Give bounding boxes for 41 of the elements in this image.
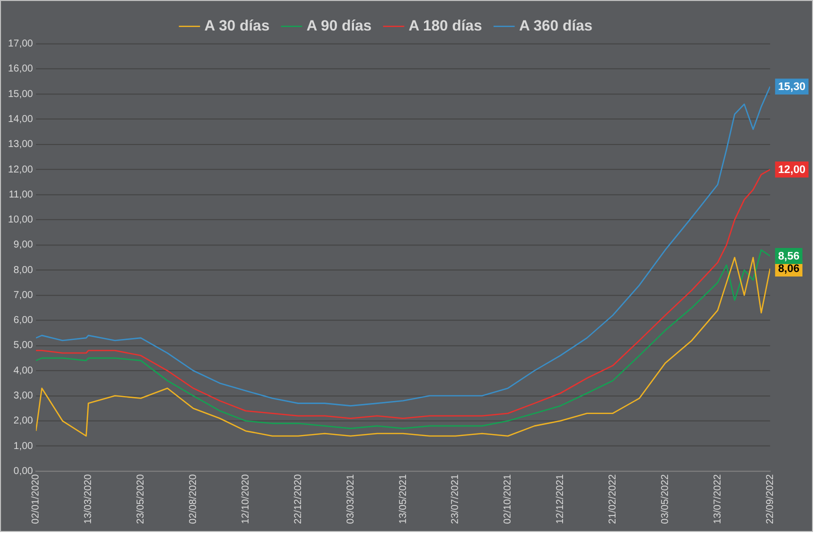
x-tick-label: 02/08/2020 <box>188 474 200 524</box>
y-tick-label: 15,00 <box>8 88 34 100</box>
x-tick-label: 02/01/2020 <box>30 474 42 524</box>
y-tick-label: 14,00 <box>8 114 34 125</box>
legend-label: A 30 días <box>204 18 270 35</box>
legend-label: A 90 días <box>306 18 372 35</box>
x-tick-label: 02/10/2021 <box>502 474 514 524</box>
y-tick-label: 8,00 <box>14 264 34 276</box>
y-tick-label: 11,00 <box>8 189 34 200</box>
y-tick-label: 12,00 <box>8 164 34 176</box>
y-tick-label: 4,00 <box>14 365 34 376</box>
data-label: 15,30 <box>778 81 806 94</box>
legend-label: A 360 días <box>519 18 592 35</box>
x-tick-label: 12/12/2021 <box>555 474 566 524</box>
y-tick-label: 0,00 <box>14 466 34 477</box>
legend-label: A 180 días <box>408 18 482 35</box>
x-tick-label: 13/03/2020 <box>83 474 94 524</box>
data-label: 8,06 <box>778 263 800 276</box>
data-label: 8,56 <box>778 250 800 263</box>
x-tick-label: 12/10/2020 <box>240 474 252 524</box>
y-tick-label: 17,00 <box>8 38 34 50</box>
y-tick-label: 3,00 <box>14 390 34 402</box>
x-tick-label: 23/07/2021 <box>450 474 462 524</box>
x-tick-label: 13/05/2021 <box>398 474 409 524</box>
x-tick-label: 22/12/2020 <box>292 474 304 524</box>
x-tick-label: 03/05/2022 <box>660 474 671 524</box>
y-tick-label: 2,00 <box>14 416 34 427</box>
y-tick-label: 9,00 <box>14 240 34 251</box>
x-tick-label: 13/07/2022 <box>712 474 724 524</box>
y-tick-label: 13,00 <box>8 139 34 150</box>
x-tick-label: 22/09/2022 <box>764 474 776 524</box>
x-tick-label: 21/02/2022 <box>608 474 619 524</box>
x-tick-label: 03/03/2021 <box>345 474 356 524</box>
y-tick-label: 1,00 <box>14 440 34 452</box>
x-tick-label: 23/05/2020 <box>136 474 147 524</box>
y-tick-label: 6,00 <box>14 315 34 326</box>
data-label: 12,00 <box>778 164 806 176</box>
y-tick-label: 16,00 <box>8 64 34 75</box>
y-tick-label: 10,00 <box>8 214 34 226</box>
y-tick-label: 5,00 <box>14 340 34 352</box>
y-tick-label: 7,00 <box>14 290 34 301</box>
